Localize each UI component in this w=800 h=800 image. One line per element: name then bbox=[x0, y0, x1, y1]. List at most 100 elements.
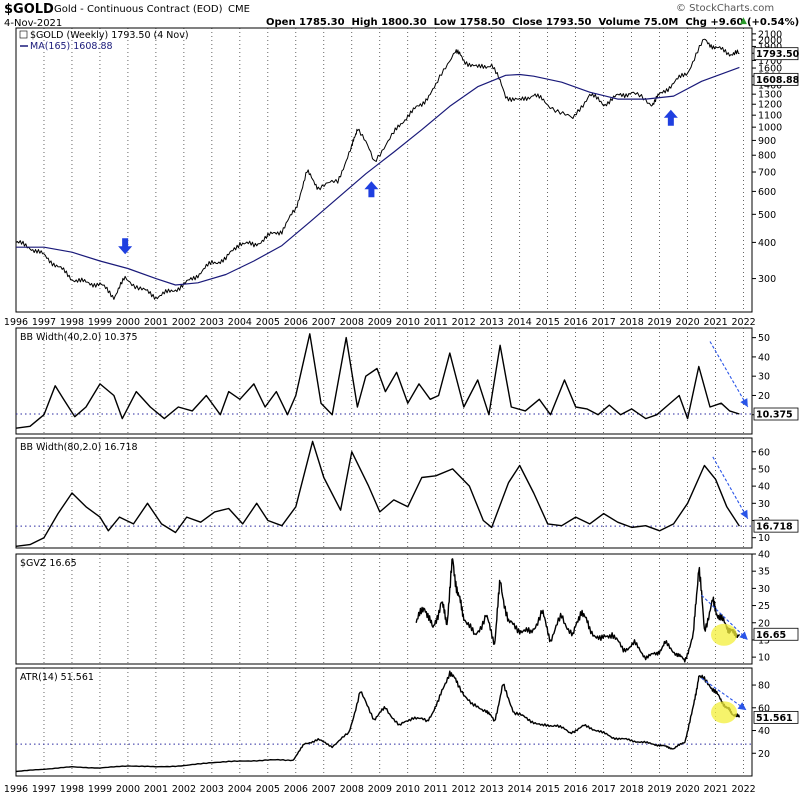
y-tick-label-price: 1200 bbox=[758, 100, 782, 111]
last-value-tag-gvz-box bbox=[753, 627, 799, 641]
y-tick-label-price: 600 bbox=[758, 187, 776, 198]
annotation-arrow-3 bbox=[663, 109, 678, 126]
chart-ticker: $GOLD bbox=[4, 2, 54, 17]
x-tick-label-bottom: 1998 bbox=[60, 784, 84, 795]
trend-arrow-atr-head bbox=[737, 702, 747, 711]
series-line-bbw80 bbox=[15, 440, 740, 547]
panel-frame-gvz bbox=[15, 553, 753, 665]
x-tick-label-bottom: 2015 bbox=[536, 784, 560, 795]
y-tick-label-gvz: 30 bbox=[758, 584, 770, 595]
y-tick-label-atr: 20 bbox=[758, 749, 770, 760]
y-tick-label-price: 1700 bbox=[758, 56, 782, 67]
y-tick-label-price: 1100 bbox=[758, 111, 782, 122]
x-tick-label-bottom: 2000 bbox=[116, 784, 140, 795]
annotation-highlight-gvz bbox=[711, 623, 738, 646]
y-tick-label-price: 1400 bbox=[758, 80, 782, 91]
last-value-tag-atr: 51.561 bbox=[756, 713, 793, 724]
y-tick-label-gvz: 35 bbox=[758, 567, 770, 578]
x-tick-label-price: 1999 bbox=[88, 317, 112, 328]
x-tick-label-price: 2021 bbox=[704, 317, 728, 328]
y-tick-label-price: 400 bbox=[758, 238, 776, 249]
watermark: © StockCharts.com bbox=[676, 3, 775, 14]
x-tick-label-price: 2016 bbox=[564, 317, 588, 328]
last-value-tag-bbw80: 16.718 bbox=[756, 522, 793, 533]
x-tick-label-price: 2010 bbox=[396, 317, 420, 328]
x-tick-label-bottom: 1999 bbox=[88, 784, 112, 795]
trend-arrow-bbw80 bbox=[712, 456, 749, 520]
x-tick-label-bottom: 2011 bbox=[424, 784, 448, 795]
x-tick-label-price: 2004 bbox=[228, 317, 252, 328]
x-tick-label-price: 2009 bbox=[368, 317, 392, 328]
y-tick-label-bbw80: 10 bbox=[758, 533, 770, 544]
x-tick-label-bottom: 2010 bbox=[396, 784, 420, 795]
y-tick-label-price: 300 bbox=[758, 274, 776, 285]
y-tick-label-price: 700 bbox=[758, 168, 776, 179]
y-tick-label-bbw40: 30 bbox=[758, 372, 770, 383]
x-tick-label-bottom: 2022 bbox=[732, 784, 756, 795]
y-tick-label-price: 2100 bbox=[758, 29, 782, 40]
x-tick-label-price: 2008 bbox=[340, 317, 364, 328]
y-tick-label-bbw40: 40 bbox=[758, 352, 770, 363]
last-value-tag-ma: 1608.88 bbox=[756, 75, 800, 86]
x-tick-label-price: 2012 bbox=[452, 317, 476, 328]
x-tick-label-bottom: 2006 bbox=[284, 784, 308, 795]
y-tick-label-price: 900 bbox=[758, 136, 776, 147]
x-tick-label-bottom: 2020 bbox=[676, 784, 700, 795]
x-tick-label-bottom: 2008 bbox=[340, 784, 364, 795]
y-tick-label-atr: 40 bbox=[758, 726, 770, 737]
annotation-arrow-1 bbox=[118, 238, 133, 255]
y-tick-label-price: 1600 bbox=[758, 64, 782, 75]
y-tick-label-gvz: 25 bbox=[758, 601, 770, 612]
y-tick-label-bbw80: 60 bbox=[758, 447, 770, 458]
series-line-atr bbox=[15, 670, 741, 773]
x-tick-label-bottom: 2014 bbox=[508, 784, 532, 795]
x-tick-label-price: 2005 bbox=[256, 317, 280, 328]
y-tick-label-bbw80: 50 bbox=[758, 464, 770, 475]
trend-arrow-gvz-head bbox=[739, 631, 748, 640]
y-tick-label-gvz: 40 bbox=[758, 550, 770, 561]
last-value-tag-bbw40-box bbox=[753, 407, 799, 421]
x-tick-label-price: 1997 bbox=[32, 317, 56, 328]
y-tick-label-atr: 80 bbox=[758, 681, 770, 692]
x-tick-label-bottom: 1997 bbox=[32, 784, 56, 795]
x-tick-label-bottom: 2005 bbox=[256, 784, 280, 795]
trend-arrow-bbw40-head bbox=[740, 398, 748, 407]
last-value-tag-gvz: 16.65 bbox=[756, 630, 786, 641]
last-value-tag-ma-box bbox=[753, 72, 799, 86]
x-tick-label-price: 2002 bbox=[172, 317, 196, 328]
x-tick-label-bottom: 2018 bbox=[620, 784, 644, 795]
x-tick-label-price: 2015 bbox=[536, 317, 560, 328]
x-tick-label-bottom: 2002 bbox=[172, 784, 196, 795]
x-tick-label-price: 1996 bbox=[4, 317, 28, 328]
x-tick-label-price: 2006 bbox=[284, 317, 308, 328]
x-tick-label-bottom: 2021 bbox=[704, 784, 728, 795]
y-tick-label-gvz: 15 bbox=[758, 635, 770, 646]
y-tick-label-bbw80: 40 bbox=[758, 482, 770, 493]
x-tick-label-bottom: 2017 bbox=[592, 784, 616, 795]
trend-arrow-bbw40 bbox=[709, 341, 749, 408]
y-tick-label-bbw40: 50 bbox=[758, 333, 770, 344]
x-tick-label-price: 2018 bbox=[620, 317, 644, 328]
x-tick-label-price: 2007 bbox=[312, 317, 336, 328]
y-tick-label-gvz: 20 bbox=[758, 618, 770, 629]
x-tick-label-bottom: 1996 bbox=[4, 784, 28, 795]
panel-title-bbw80: BB Width(80,2.0) 16.718 bbox=[20, 442, 138, 453]
y-tick-label-bbw80: 30 bbox=[758, 499, 770, 510]
x-tick-label-bottom: 2009 bbox=[368, 784, 392, 795]
x-tick-label-bottom: 2001 bbox=[144, 784, 168, 795]
legend-label-ma: MA(165) 1608.88 bbox=[30, 41, 113, 52]
series-line-bbw40 bbox=[15, 333, 740, 429]
x-tick-label-price: 2017 bbox=[592, 317, 616, 328]
y-tick-label-price: 1300 bbox=[758, 90, 782, 101]
x-tick-label-bottom: 2019 bbox=[648, 784, 672, 795]
y-tick-label-bbw40: 20 bbox=[758, 391, 770, 402]
last-value-tag-gold: 1793.50 bbox=[756, 49, 800, 60]
panel-title-gvz: $GVZ 16.65 bbox=[20, 558, 77, 569]
trend-arrow-atr bbox=[701, 677, 747, 711]
x-tick-label-price: 2022 bbox=[732, 317, 756, 328]
legend-label-gold: $GOLD (Weekly) 1793.50 (4 Nov) bbox=[30, 30, 189, 41]
x-tick-label-bottom: 2004 bbox=[228, 784, 252, 795]
chart-name: Gold - Continuous Contract (EOD) bbox=[54, 4, 223, 15]
last-value-tag-bbw40: 10.375 bbox=[756, 410, 793, 421]
